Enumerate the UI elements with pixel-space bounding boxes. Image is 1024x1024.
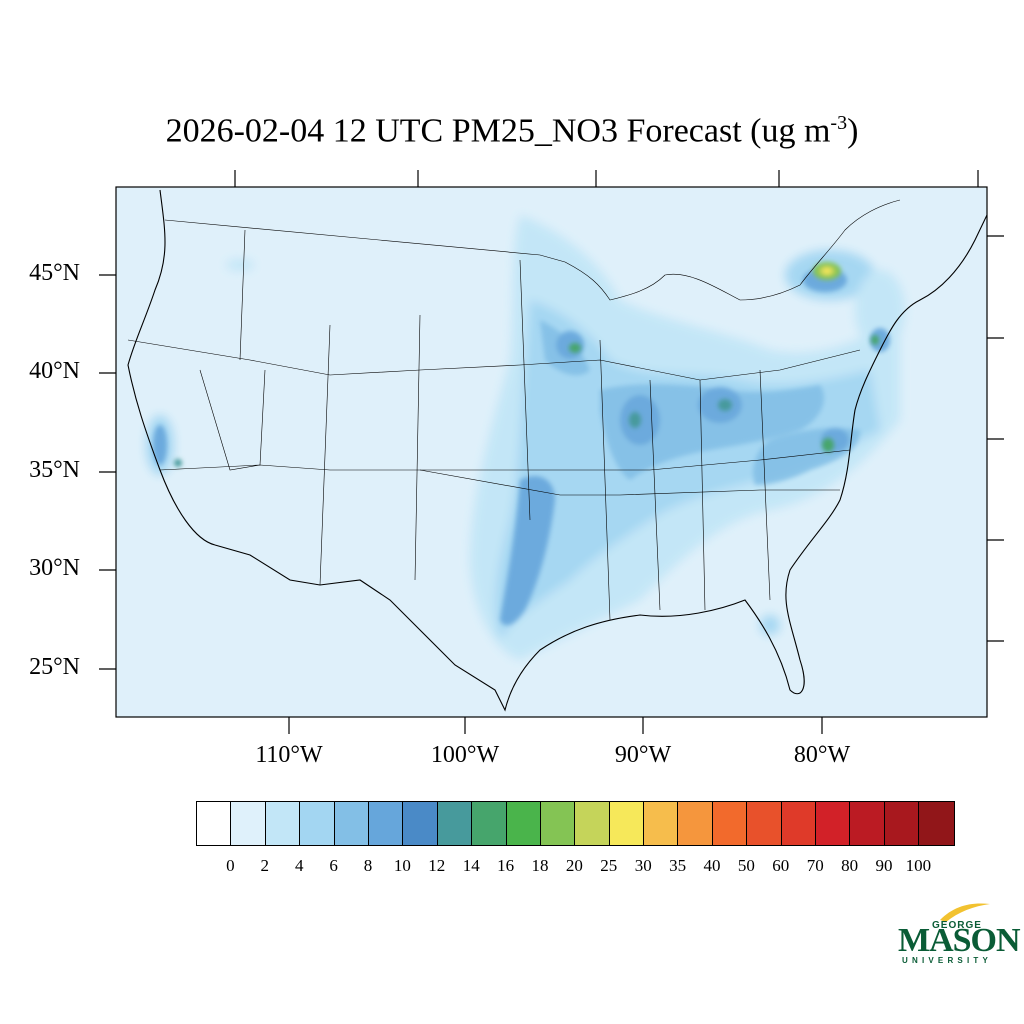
colorbar-swatch bbox=[265, 802, 301, 845]
colorbar-swatch bbox=[747, 802, 782, 845]
map-frame bbox=[115, 186, 988, 718]
colorbar-swatch bbox=[609, 802, 645, 845]
colorbar-label: 18 bbox=[531, 856, 549, 875]
colorbar-label: 30 bbox=[634, 856, 652, 875]
concentration-field bbox=[146, 215, 905, 660]
colorbar-swatch bbox=[231, 802, 266, 845]
logo-line-mason: MASON bbox=[898, 922, 1021, 959]
colorbar-swatch bbox=[472, 802, 507, 845]
colorbar-swatch bbox=[334, 802, 369, 845]
colorbar-label: 16 bbox=[497, 856, 515, 875]
colorbar-swatch bbox=[368, 802, 404, 845]
colorbar-label: 50 bbox=[737, 856, 755, 875]
colorbar-label: 14 bbox=[462, 856, 480, 875]
logo-line-george: GEORGE bbox=[932, 920, 982, 931]
colorbar-labels: 0 2 4 6 8 10 12 14 16 18 20 25 30 35 40 50 60 70 80 90 100 bbox=[0, 856, 1024, 880]
map-ticks bbox=[99, 170, 1004, 734]
lat-label: 45°N bbox=[29, 260, 80, 286]
colorbar-swatch bbox=[884, 802, 920, 845]
colorbar-swatch bbox=[197, 802, 232, 845]
colorbar-swatch bbox=[712, 802, 748, 845]
colorbar-swatch bbox=[781, 802, 817, 845]
colorbar-label: 20 bbox=[565, 856, 583, 875]
colorbar-label: 60 bbox=[772, 856, 790, 875]
colorbar-swatch bbox=[540, 802, 576, 845]
colorbar-label: 10 bbox=[393, 856, 411, 875]
colorbar-swatch bbox=[919, 802, 954, 845]
lon-label: 110°W bbox=[255, 742, 323, 768]
lat-label: 40°N bbox=[29, 358, 80, 384]
colorbar-label: 80 bbox=[841, 856, 859, 875]
colorbar-swatch bbox=[644, 802, 679, 845]
colorbar-label: 8 bbox=[363, 856, 373, 875]
colorbar-swatch bbox=[506, 802, 541, 845]
lat-label: 35°N bbox=[29, 457, 80, 483]
logo-line-university: UNIVERSITY bbox=[902, 956, 993, 965]
map-title: 2026-02-04 12 UTC PM25_NO3 Forecast (ug … bbox=[0, 112, 1024, 150]
lon-label: 100°W bbox=[430, 742, 500, 768]
colorbar-label: 0 bbox=[226, 856, 235, 875]
lat-label: 25°N bbox=[29, 654, 80, 680]
colorbar-label: 90 bbox=[875, 856, 893, 875]
university-logo: GEORGE MASON UNIVERSITY bbox=[898, 900, 1021, 970]
colorbar-swatch bbox=[437, 802, 473, 845]
colorbar-label: 6 bbox=[329, 856, 338, 875]
colorbar-label: 25 bbox=[600, 856, 618, 875]
colorbar-label: 35 bbox=[669, 856, 687, 875]
title-superscript: -3 bbox=[830, 112, 848, 134]
colorbar-label: 2 bbox=[260, 856, 270, 875]
colorbar-swatch bbox=[575, 802, 610, 845]
logo-swoosh-icon bbox=[940, 903, 990, 922]
title-text: 2026-02-04 12 UTC PM25_NO3 Forecast (ug … bbox=[165, 112, 831, 150]
colorbar-label: 100 bbox=[905, 856, 932, 875]
colorbar bbox=[196, 801, 955, 846]
colorbar-label: 70 bbox=[806, 856, 824, 875]
lon-label: 90°W bbox=[614, 742, 672, 768]
title-closing: ) bbox=[847, 112, 859, 150]
colorbar-swatch bbox=[403, 802, 438, 845]
lon-label: 80°W bbox=[793, 742, 851, 768]
colorbar-label: 12 bbox=[428, 856, 446, 875]
colorbar-swatch bbox=[816, 802, 851, 845]
colorbar-swatch bbox=[850, 802, 885, 845]
colorbar-swatch bbox=[678, 802, 713, 845]
colorbar-label: 40 bbox=[703, 856, 721, 875]
colorbar-label: 4 bbox=[294, 856, 304, 875]
map-outlines bbox=[127, 189, 987, 712]
lat-label: 30°N bbox=[29, 555, 80, 581]
colorbar-swatch bbox=[300, 802, 335, 845]
